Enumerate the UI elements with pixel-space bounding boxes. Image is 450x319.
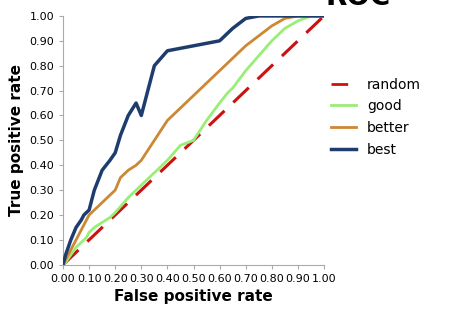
- Y-axis label: True positive rate: True positive rate: [9, 64, 24, 216]
- Legend: random, good, better, best: random, good, better, best: [331, 78, 421, 157]
- X-axis label: False positive rate: False positive rate: [114, 289, 273, 304]
- Text: ROC: ROC: [325, 0, 391, 11]
